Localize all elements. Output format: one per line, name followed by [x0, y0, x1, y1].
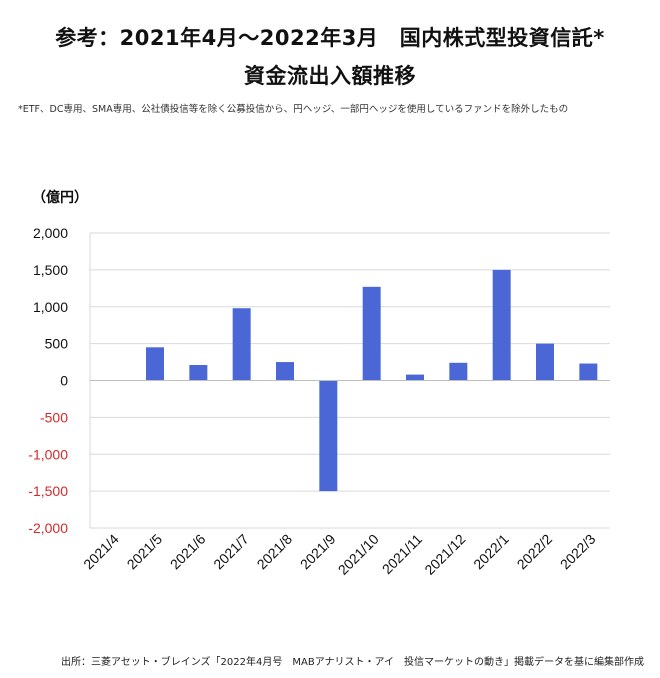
- x-tick-label: 2021/4: [80, 531, 122, 573]
- bar-chart: 2,000 1,500 1,000 500 0 -500 -1,000 -1,500 -2,00…: [28, 225, 610, 578]
- x-tick-label: 2021/7: [210, 531, 252, 573]
- bar-2021-7: [232, 308, 251, 381]
- bar-2021-12: [449, 362, 468, 381]
- x-tick-label: 2022/2: [514, 531, 556, 573]
- y-tick-label: -1,500: [28, 483, 68, 499]
- x-axis-ticks: 2021/4 2021/5 2021/6 2021/7 2021/8 2021/92021…: [80, 531, 598, 578]
- y-tick-label: 1,000: [33, 299, 68, 315]
- x-tick-label: 2021/11: [379, 531, 426, 578]
- x-tick-label: 2021/5: [124, 531, 166, 573]
- bar-2021-11: [406, 374, 424, 381]
- y-tick-label: -500: [40, 409, 68, 425]
- chart-footnote: *ETF、DC専用、SMA専用、公社債投信等を除く公募投信から、円ヘッジ、一部円…: [18, 104, 569, 115]
- y-tick-label: 2,000: [33, 225, 68, 241]
- y-tick-label: 1,500: [33, 262, 68, 278]
- bar-2022-2: [536, 343, 554, 381]
- y-tick-label: -2,000: [28, 520, 68, 536]
- y-axis-unit-label: （億円）: [32, 190, 88, 206]
- chart-title-line2: 資金流出入額推移: [244, 64, 416, 88]
- bars: [102, 269, 598, 492]
- bar-2021-10: [362, 286, 381, 381]
- x-tick-label: 2021/6: [167, 531, 209, 573]
- x-tick-label: 2021/10: [335, 531, 382, 578]
- bar-2022-3: [579, 363, 598, 381]
- x-tick-label: 2022/1: [470, 531, 512, 573]
- source-note: 出所：三菱アセット・ブレインズ「2022年4月号 MABアナリスト・アイ 投信マ…: [60, 657, 644, 668]
- bar-2021-5: [146, 347, 164, 381]
- x-tick-label: 2021/12: [421, 531, 468, 578]
- y-tick-label: -1,000: [28, 446, 68, 462]
- x-tick-label: 2021/8: [254, 531, 296, 573]
- y-axis-ticks: 2,000 1,500 1,000 500 0 -500 -1,000 -1,500 -2,00…: [28, 225, 68, 536]
- bar-2021-8: [276, 362, 294, 381]
- y-tick-label: 500: [45, 336, 69, 352]
- bar-2021-9: [319, 380, 338, 492]
- y-tick-label: 0: [60, 373, 68, 389]
- bar-2021-6: [189, 365, 208, 381]
- x-tick-label: 2021/9: [297, 531, 339, 573]
- bar-2022-1: [492, 269, 511, 381]
- x-tick-label: 2022/3: [557, 531, 599, 573]
- chart-title-line1: 参考：2021年4月～2022年3月 国内株式型投資信託*: [55, 26, 605, 50]
